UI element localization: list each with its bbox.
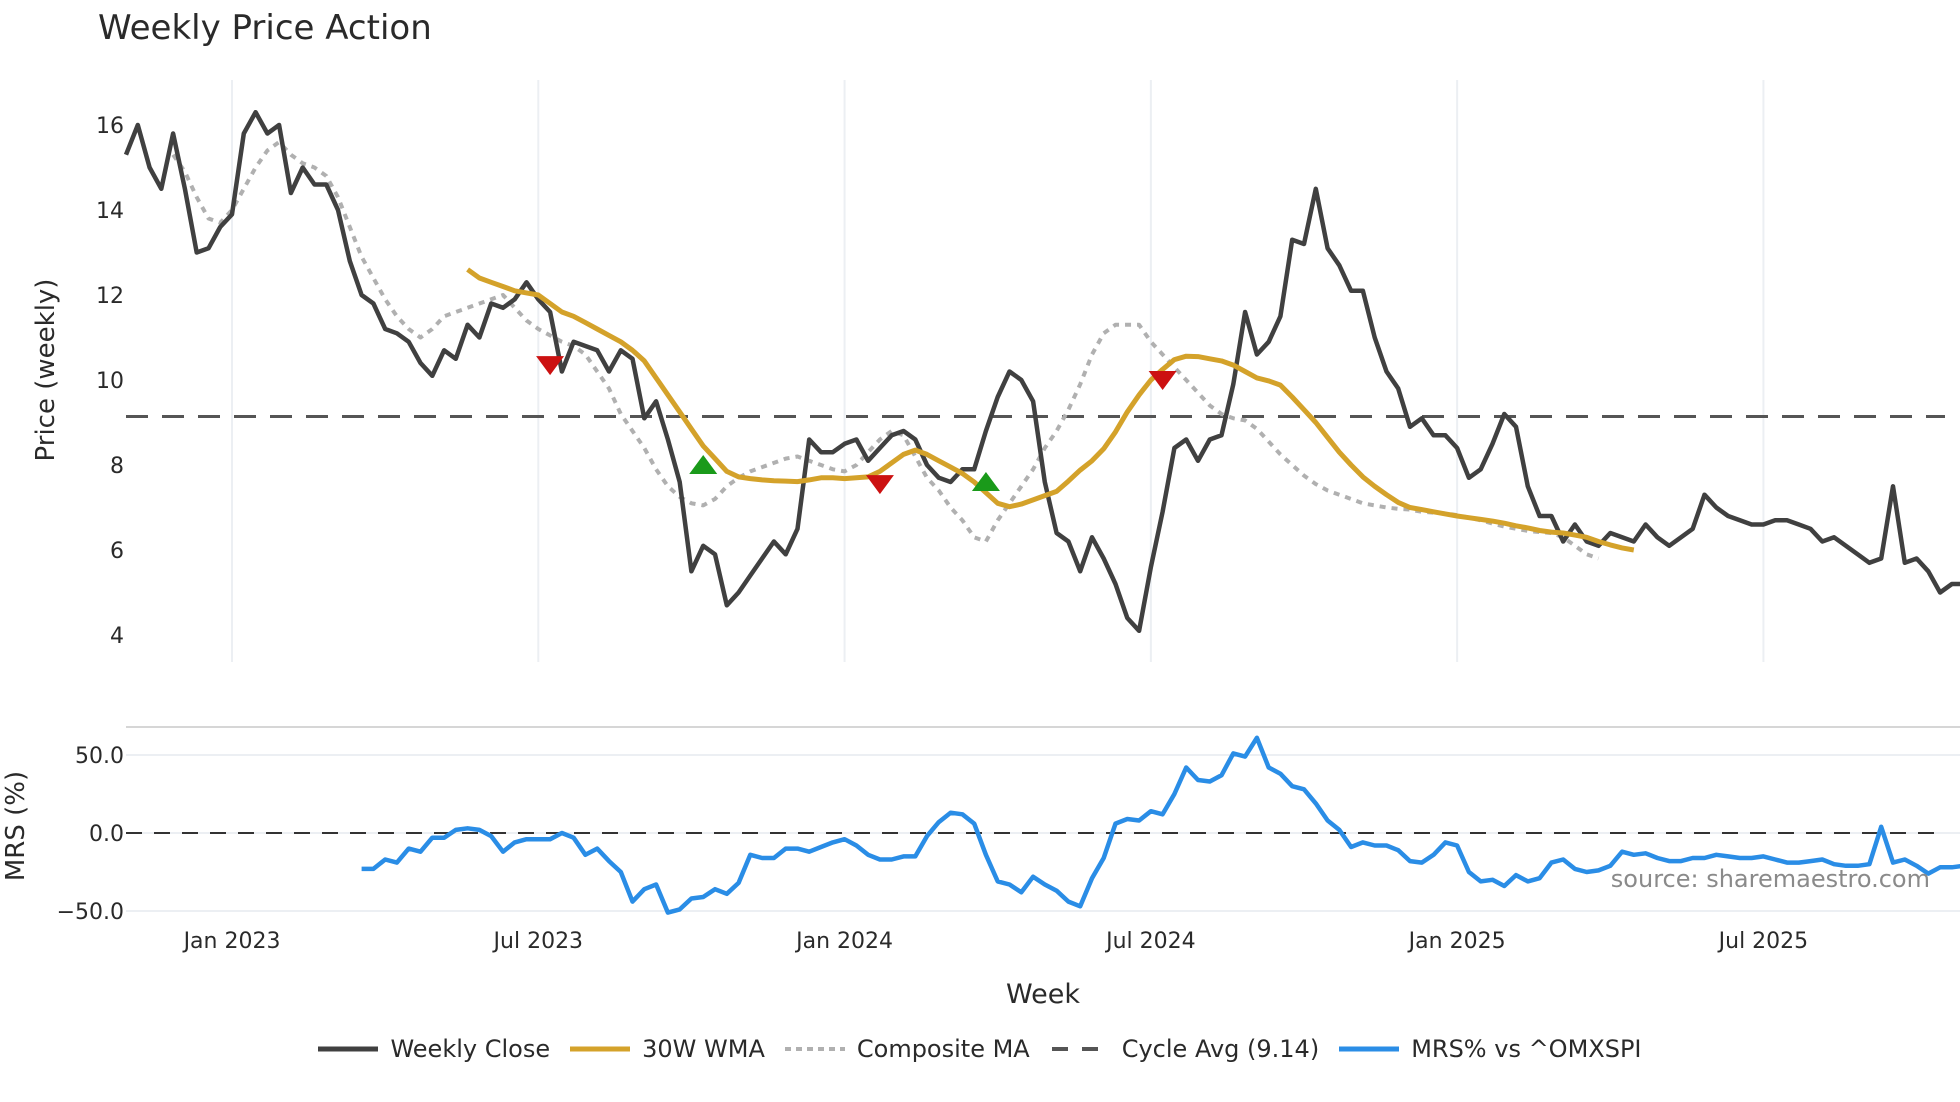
- solid-line-swatch-icon: [318, 1046, 379, 1052]
- composite-ma-line: [171, 140, 1600, 561]
- 30w-wma-line: [466, 267, 1635, 553]
- mrs-vs-omxspi-line: [361, 735, 1960, 915]
- x-tick-label: Jan 2023: [182, 929, 281, 954]
- mrs-tick-label: 0.0: [89, 822, 124, 847]
- price-tick-label: 8: [110, 454, 124, 479]
- sell-signal-triangle-down-icon: [1148, 371, 1177, 390]
- price-tick-label: 14: [96, 199, 124, 224]
- legend-label: Composite MA: [856, 1035, 1030, 1063]
- dotted-line-swatch-icon: [784, 1047, 845, 1051]
- solid-line-swatch-icon: [570, 1046, 631, 1052]
- legend: Weekly Close 30W WMA Composite MA Cycle …: [0, 1035, 1960, 1063]
- mrs-y-label: MRS (%): [1, 771, 31, 881]
- solid-line-swatch-icon: [1339, 1046, 1400, 1052]
- legend-item-weekly-close[interactable]: Weekly Close: [318, 1035, 550, 1063]
- legend-label: 30W WMA: [642, 1035, 765, 1063]
- mrs-tick-label: −50.0: [57, 900, 124, 925]
- price-tick-label: 12: [96, 284, 124, 309]
- sell-signal-triangle-down-icon: [865, 475, 894, 495]
- x-tick-label: Jul 2023: [492, 929, 584, 954]
- chart-canvas: 16 14 12 10 8 6 4 50.0 0.0 −50.0 Jan 2023 Jul 202…: [1, 80, 1960, 1010]
- price-tick-label: 4: [110, 624, 124, 649]
- price-tick-label: 16: [96, 114, 124, 139]
- price-y-label: Price (weekly): [31, 279, 61, 462]
- price-tick-label: 6: [110, 539, 124, 564]
- x-tick-label: Jul 2024: [1104, 929, 1196, 954]
- chart-title: Weekly Price Action: [98, 8, 432, 48]
- buy-signal-triangle-up-icon: [971, 472, 1000, 491]
- legend-item-mrs[interactable]: MRS% vs ^OMXSPI: [1339, 1035, 1642, 1063]
- gridlines: [126, 80, 1960, 912]
- x-tick-label: Jul 2025: [1717, 929, 1809, 954]
- x-tick-label: Jan 2024: [794, 929, 893, 954]
- x-axis: Jan 2023 Jul 2023 Jan 2024 Jul 2024 Jan 2025…: [182, 929, 1809, 954]
- legend-label: Weekly Close: [390, 1035, 551, 1063]
- source-attribution: source: sharemaestro.com: [1610, 865, 1930, 893]
- mrs-y-axis: 50.0 0.0 −50.0: [57, 744, 124, 925]
- legend-label: MRS% vs ^OMXSPI: [1411, 1035, 1642, 1063]
- x-tick-label: Jan 2025: [1407, 929, 1506, 954]
- legend-label: Cycle Avg (9.14): [1121, 1035, 1320, 1063]
- mrs-tick-label: 50.0: [75, 744, 124, 769]
- legend-item-30w-wma[interactable]: 30W WMA: [570, 1035, 765, 1063]
- series-lines: [123, 109, 1960, 915]
- price-y-axis: 16 14 12 10 8 6 4: [96, 114, 124, 649]
- signal-markers: [536, 356, 1177, 495]
- legend-item-cycle-avg[interactable]: Cycle Avg (9.14): [1050, 1035, 1319, 1063]
- sell-signal-triangle-down-icon: [536, 356, 565, 376]
- x-axis-label: Week: [1006, 979, 1080, 1010]
- buy-signal-triangle-up-icon: [689, 455, 718, 474]
- legend-item-composite-ma[interactable]: Composite MA: [784, 1035, 1030, 1063]
- weekly-close-line: [123, 109, 1960, 634]
- dashed-line-swatch-icon: [1051, 1047, 1110, 1051]
- price-tick-label: 10: [96, 369, 124, 394]
